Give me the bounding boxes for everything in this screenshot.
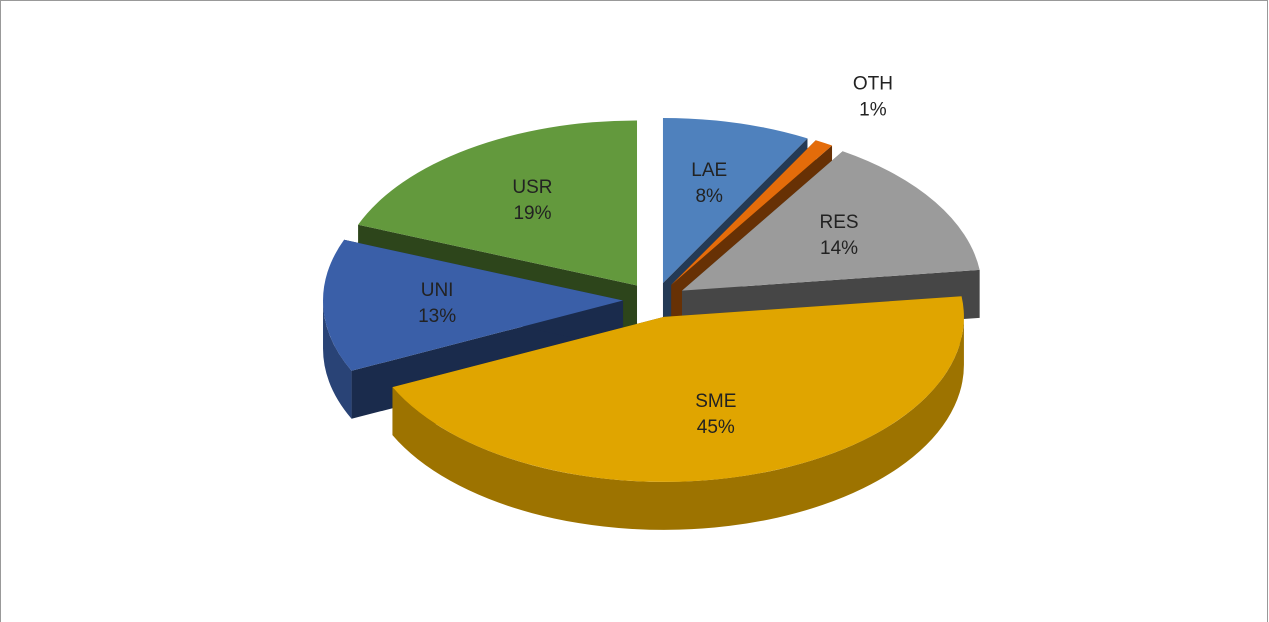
slice [392,296,964,482]
slice-label: RES [820,212,859,233]
slice [682,151,980,291]
slice-wall [392,316,964,530]
slice-label: OTH [853,73,893,94]
slice [662,117,808,283]
slice-value-label: 45% [697,417,735,438]
slice-wall [323,300,352,419]
slice [323,239,624,371]
slice-label: USR [512,177,552,198]
slice [671,140,833,285]
slice [358,120,638,286]
slice-label: LAE [691,160,727,181]
slice-value-label: 8% [695,186,723,207]
slice-label: SME [695,391,736,412]
slice-value-label: 14% [820,238,858,259]
slice-value-label: 19% [513,203,551,224]
slice-value-label: 13% [418,306,456,327]
slice-value-label: 1% [859,99,887,120]
slice-label: UNI [421,280,454,301]
